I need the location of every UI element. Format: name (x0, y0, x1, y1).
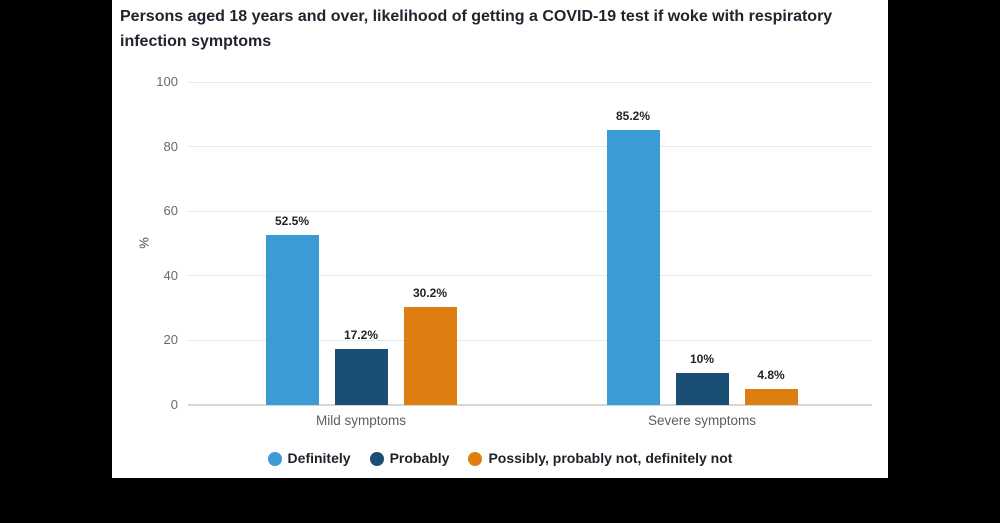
bar-value-label-possibly-probably-not-definitely-not-severe: 4.8% (757, 368, 785, 383)
legend-item-definitely: Definitely (267, 450, 351, 467)
chart-panel: Persons aged 18 years and over, likeliho… (112, 0, 888, 478)
plot-area: % 0 20 40 60 80 100 52.5% 17.2% 30.2% Mild sympto… (112, 0, 888, 478)
bar-probably-severe (675, 372, 729, 405)
y-tick-label: 40 (163, 267, 178, 283)
legend-label-possibly-probably-not-definitely-not: Possibly, probably not, definitely not (488, 450, 733, 466)
y-tick-label: 80 (163, 138, 178, 154)
gridline (188, 339, 872, 341)
bar-probably-mild (334, 349, 388, 405)
bar-value-label-probably-severe: 10% (689, 351, 715, 366)
bar-possibly-probably-not-definitely-not-mild (403, 307, 457, 405)
legend-item-probably: Probably (369, 450, 450, 467)
y-tick-label: 0 (170, 397, 178, 412)
legend: Definitely Probably Possibly, probably not… (112, 450, 888, 467)
legend-item-possibly-probably-not-definitely-not: Possibly, probably not, definitely not (468, 450, 732, 467)
gridline (188, 81, 872, 83)
bar-value-label-definitely-severe: 85.2% (615, 108, 651, 123)
legend-marker-circle-probably (369, 451, 384, 466)
bar-definitely-severe (606, 129, 660, 405)
bar-value-label-definitely-mild: 52.5% (274, 214, 310, 229)
y-tick-label: 20 (163, 332, 178, 348)
gridline (188, 210, 872, 212)
legend-label-probably: Probably (389, 450, 450, 466)
bar-value-label-possibly-probably-not-definitely-not-mild: 30.2% (412, 286, 448, 301)
legend-marker-circle-definitely (267, 451, 282, 466)
x-axis-category-label-mild: Mild symptoms (315, 413, 406, 428)
gridline (188, 275, 872, 277)
y-tick-label: 60 (163, 203, 178, 219)
legend-label-definitely: Definitely (287, 450, 351, 466)
chart-title-line2: infection symptoms (120, 33, 272, 50)
gridline (188, 146, 872, 148)
bar-value-label-probably-mild: 17.2% (343, 328, 379, 343)
legend-marker-circle-possibly-probably-not-definitely-not (468, 451, 483, 466)
chart-title-line1: Persons aged 18 years and over, likeliho… (120, 8, 833, 25)
bar-possibly-probably-not-definitely-not-severe (744, 389, 798, 405)
chart-title: Persons aged 18 years and over, likeliho… (120, 4, 882, 54)
y-axis-title: % (136, 237, 152, 249)
y-tick-label: 100 (156, 74, 178, 89)
bar-definitely-mild (265, 235, 319, 405)
x-axis-line (188, 404, 872, 406)
x-axis-category-label-severe: Severe symptoms (647, 413, 757, 428)
